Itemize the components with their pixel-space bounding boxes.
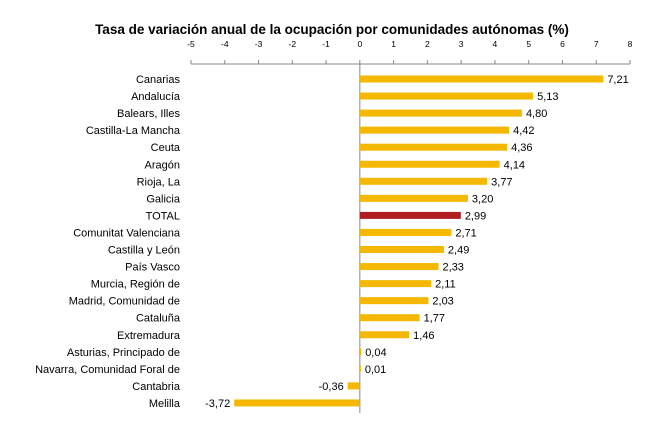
value-label: 3,20 [472, 193, 493, 205]
bar [359, 297, 429, 305]
value-label: 2,33 [443, 262, 464, 274]
category-label: Cataluña [136, 313, 181, 325]
x-tick-label: -1 [322, 39, 330, 49]
x-axis: -5 -4 -3 -2 -1 0 1 2 3 4 5 6 7 8 [187, 39, 633, 413]
value-label: -0,36 [319, 381, 344, 393]
bar [359, 314, 420, 322]
x-tick-label: 2 [425, 39, 430, 49]
value-label: 1,46 [413, 330, 434, 342]
bar [359, 228, 452, 236]
bar [359, 92, 534, 100]
category-label: Madrid, Comunidad de [69, 296, 180, 308]
category-label: Melilla [149, 398, 181, 410]
bar [359, 348, 362, 356]
bar [359, 246, 444, 253]
category-label: Canarias [136, 74, 181, 86]
bar [359, 177, 488, 185]
category-label: Andalucía [131, 91, 181, 103]
bar [359, 109, 522, 117]
bar [359, 211, 461, 219]
value-label: 0,04 [365, 347, 386, 359]
value-label: 2,71 [455, 227, 476, 239]
value-label: 0,01 [365, 364, 386, 376]
x-tick-label: 5 [526, 39, 531, 49]
bar [359, 280, 432, 288]
x-tick-label: 0 [357, 39, 362, 49]
value-label: 1,77 [424, 313, 445, 325]
x-tick-label: -2 [289, 39, 297, 49]
x-tick-label: -5 [187, 39, 195, 49]
bar [347, 382, 360, 390]
category-label: Aragón [145, 159, 180, 171]
bar [359, 143, 508, 151]
category-label: Balears, Illes [117, 108, 180, 120]
value-label: 2,03 [432, 296, 453, 308]
bar [359, 75, 604, 83]
x-tick-label: 8 [628, 39, 633, 49]
category-label: TOTAL [146, 210, 180, 222]
bar [359, 126, 510, 134]
category-label: Cantabria [132, 381, 181, 393]
bar [359, 263, 439, 271]
bar [359, 365, 361, 373]
bar [359, 331, 410, 339]
category-labels: Canarias Andalucía Balears, Illes Castilla-… [35, 74, 181, 410]
value-label: 4,14 [504, 159, 525, 171]
x-tick-label: -3 [255, 39, 263, 49]
bar [359, 160, 500, 168]
x-tick-label: 3 [459, 39, 464, 49]
x-tick-label: -4 [221, 39, 229, 49]
value-label: 4,36 [511, 142, 532, 154]
value-label: -3,72 [205, 398, 230, 410]
category-label: Asturias, Principado de [67, 347, 180, 359]
category-label: Galicia [146, 193, 181, 205]
value-labels: 7,21 5,13 4,80 4,42 4,36 4,14 3,77 3,20 2,99 2,71… [205, 74, 629, 410]
value-label: 3,77 [491, 176, 512, 188]
value-label: 2,99 [465, 210, 486, 222]
category-label: Murcia, Región de [91, 279, 180, 291]
value-label: 4,42 [513, 125, 534, 137]
x-tick-label: 7 [594, 39, 599, 49]
value-label: 2,49 [448, 245, 469, 257]
chart-title: Tasa de variación anual de la ocupación … [95, 22, 569, 37]
category-label: Ceuta [151, 142, 181, 154]
category-label: País Vasco [125, 262, 180, 274]
category-label: Castilla-La Mancha [86, 125, 181, 137]
value-label: 7,21 [607, 74, 628, 86]
category-label: Rioja, La [137, 176, 181, 188]
value-label: 5,13 [537, 91, 558, 103]
value-label: 2,11 [435, 279, 456, 291]
category-label: Comunitat Valenciana [73, 227, 181, 239]
x-tick-label: 4 [493, 39, 498, 49]
category-label: Navarra, Comunidad Foral de [35, 364, 180, 376]
bar [234, 399, 360, 407]
value-label: 4,80 [526, 108, 547, 120]
category-label: Castilla y León [108, 245, 180, 257]
x-tick-label: 1 [391, 39, 396, 49]
x-tick-label: 6 [560, 39, 565, 49]
bar [359, 194, 468, 202]
category-label: Extremadura [117, 330, 181, 342]
bars [234, 75, 604, 407]
